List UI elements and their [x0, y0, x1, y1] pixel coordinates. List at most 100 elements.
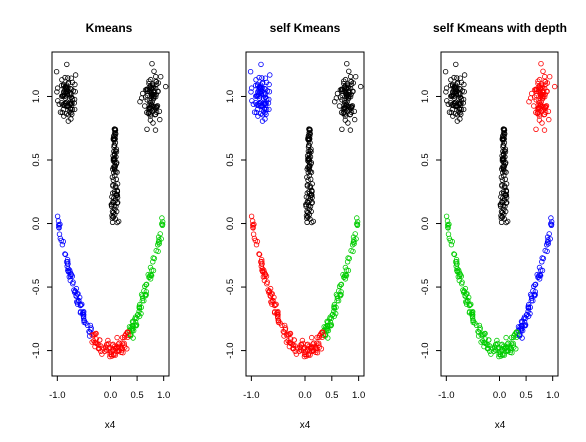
data-point — [253, 241, 260, 248]
data-point — [118, 349, 124, 355]
data-point — [514, 329, 520, 335]
data-point — [502, 161, 508, 167]
data-point — [67, 92, 73, 98]
data-point — [250, 231, 257, 237]
data-point — [112, 139, 119, 146]
data-point — [337, 87, 344, 93]
data-point — [74, 301, 81, 307]
data-point — [111, 142, 117, 148]
data-point — [351, 240, 357, 247]
data-point — [114, 188, 120, 195]
data-point — [343, 85, 349, 91]
data-point — [305, 148, 312, 154]
data-point — [118, 347, 125, 353]
data-point — [505, 340, 511, 346]
data-point — [316, 334, 322, 341]
data-point — [143, 282, 149, 288]
data-point — [121, 342, 127, 348]
data-point — [446, 235, 452, 242]
data-point — [113, 161, 119, 167]
data-point — [253, 109, 260, 116]
data-point — [532, 281, 539, 287]
data-point — [267, 72, 273, 78]
data-point — [332, 98, 338, 105]
data-point — [252, 82, 259, 89]
data-point — [136, 313, 143, 319]
data-point — [111, 203, 117, 209]
data-point — [353, 221, 360, 227]
x-tick-label: 1.0 — [352, 390, 365, 401]
data-point — [275, 308, 281, 315]
data-point — [304, 208, 310, 215]
data-point — [460, 96, 467, 103]
data-point — [248, 85, 255, 91]
data-point — [253, 77, 259, 83]
y-tick-label: 0.5 — [31, 153, 42, 166]
data-point — [59, 241, 66, 248]
data-point — [144, 97, 150, 103]
data-point — [457, 102, 464, 108]
data-point — [152, 127, 159, 133]
data-point — [156, 108, 163, 115]
data-point — [95, 345, 102, 352]
y-tick-label: 1.0 — [420, 90, 431, 103]
data-point — [520, 327, 526, 334]
data-point — [80, 308, 87, 315]
data-point — [499, 183, 505, 189]
data-point — [79, 301, 85, 307]
data-point — [514, 332, 521, 338]
data-point — [309, 194, 315, 201]
data-point — [498, 174, 505, 180]
data-point — [250, 225, 256, 231]
data-point — [132, 322, 138, 329]
data-point — [527, 291, 534, 298]
chart-title: Kmeans — [86, 21, 133, 35]
data-point — [341, 80, 347, 87]
data-point — [337, 94, 344, 100]
y-axis: -1.0 -0.5 0.0 0.5 1.0 — [225, 90, 246, 359]
data-point — [125, 332, 132, 338]
data-point — [256, 251, 263, 258]
data-point — [482, 340, 488, 346]
data-point — [325, 327, 332, 334]
data-point — [331, 313, 337, 319]
point-layer — [247, 61, 364, 360]
data-point — [80, 312, 87, 318]
data-point — [311, 340, 317, 346]
data-point — [341, 78, 347, 84]
data-point — [499, 177, 506, 183]
data-point — [539, 259, 545, 265]
x-tick-label: -1.0 — [243, 390, 259, 401]
data-point — [448, 109, 454, 116]
data-point — [478, 332, 484, 338]
data-point — [75, 299, 81, 305]
data-point — [342, 264, 349, 271]
data-point — [456, 277, 462, 284]
x-axis-label: x4 — [300, 420, 311, 431]
data-point — [306, 142, 312, 148]
data-point — [258, 85, 264, 91]
data-point — [547, 73, 553, 80]
data-point — [535, 78, 541, 84]
data-point — [348, 247, 354, 254]
data-point — [256, 89, 262, 96]
x-tick-label: 0.0 — [493, 390, 506, 401]
data-point — [129, 322, 136, 329]
data-point — [68, 102, 75, 108]
data-point — [456, 269, 462, 275]
data-point — [537, 85, 544, 91]
data-point — [269, 301, 275, 307]
data-point — [110, 183, 116, 189]
data-point — [546, 231, 552, 237]
data-point — [147, 264, 154, 271]
data-point — [96, 337, 103, 343]
data-point — [336, 103, 343, 109]
data-point — [338, 281, 345, 287]
data-point — [544, 80, 551, 86]
data-point — [486, 337, 492, 343]
data-point — [257, 100, 263, 106]
data-point — [155, 88, 161, 94]
data-point — [68, 86, 75, 92]
data-point — [351, 108, 357, 115]
panel-self-kmeans-depth: self Kmeans with depth -1.0 0.0 0.5 1.0 -1.… — [420, 21, 567, 431]
